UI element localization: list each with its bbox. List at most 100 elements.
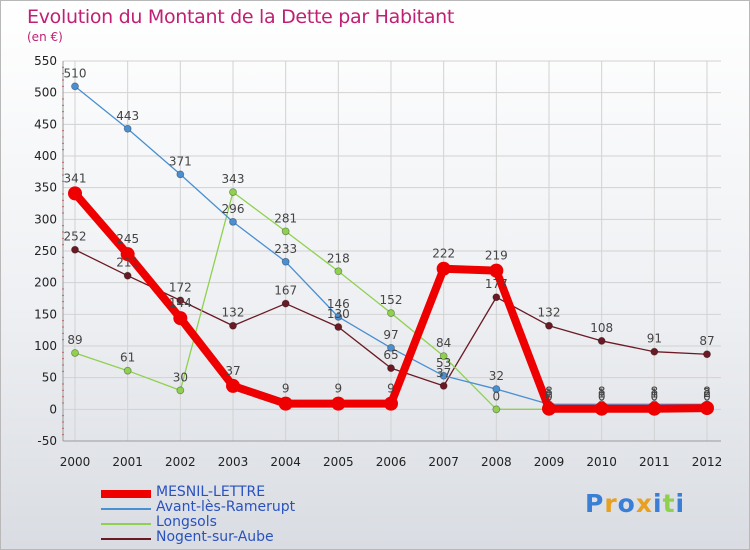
legend-swatch	[101, 538, 151, 540]
legend-swatch	[101, 490, 151, 498]
data-point	[439, 371, 448, 380]
data-point	[229, 188, 237, 197]
data-label: 211	[116, 256, 139, 270]
data-label: 65	[383, 348, 398, 362]
data-label: 222	[432, 247, 455, 261]
data-point	[492, 405, 501, 414]
data-label: 9	[282, 382, 290, 396]
data-label: 443	[116, 109, 139, 123]
data-label: 218	[327, 251, 350, 265]
data-label: 0	[545, 389, 553, 403]
data-point	[542, 401, 556, 416]
data-point	[120, 247, 135, 262]
logo-letter: i	[653, 489, 663, 518]
y-tick-label: 350	[34, 181, 57, 195]
data-point	[439, 381, 448, 390]
data-point	[281, 257, 290, 266]
data-point	[384, 396, 398, 411]
x-tick-label: 2009	[534, 455, 565, 469]
data-label: 1	[651, 387, 659, 401]
data-point	[331, 396, 346, 411]
data-point	[650, 347, 659, 356]
proxiti-logo: Proxiti	[585, 489, 685, 518]
data-point	[229, 217, 237, 226]
data-label: 281	[274, 211, 297, 225]
data-label: 132	[538, 306, 561, 320]
data-label: 8	[545, 384, 553, 398]
legend-item-nogent-sur-aube[interactable]: Nogent-sur-Aube	[101, 529, 361, 546]
legend-label: Avant-lès-Ramerupt	[156, 499, 296, 515]
data-point	[492, 293, 501, 302]
data-label: 37	[225, 364, 240, 378]
data-point	[176, 170, 185, 179]
data-point	[226, 378, 240, 393]
logo-letter: P	[585, 489, 605, 518]
data-point	[436, 261, 451, 276]
data-point	[492, 385, 501, 393]
data-point	[387, 309, 395, 317]
data-label: 8	[651, 384, 659, 398]
x-tick-label: 2012	[692, 455, 723, 469]
y-tick-label: 400	[34, 149, 57, 163]
data-label: 8	[703, 384, 711, 398]
data-label: 53	[436, 356, 451, 370]
data-label: 1	[545, 387, 553, 401]
y-tick-label: 50	[42, 371, 57, 385]
y-tick-label: 200	[34, 276, 57, 290]
data-label: 167	[274, 284, 297, 298]
legend-item-longsols[interactable]: Longsols	[101, 514, 361, 531]
logo-letter: i	[675, 489, 686, 518]
data-label: 172	[169, 280, 192, 294]
legend-label: MESNIL-LETTRE	[156, 484, 266, 500]
data-label: 8	[598, 384, 606, 398]
data-label: 97	[383, 328, 398, 342]
data-point	[439, 352, 448, 361]
y-tick-label: 300	[34, 212, 57, 226]
y-tick-label: -50	[37, 434, 57, 448]
data-point	[123, 366, 132, 375]
data-point	[334, 267, 343, 276]
data-label: 91	[647, 332, 662, 346]
data-label: 296	[222, 202, 245, 216]
data-label: 9	[335, 382, 343, 396]
data-point	[594, 401, 609, 416]
data-label: 0	[651, 389, 659, 403]
data-label: 87	[699, 334, 714, 348]
data-point	[647, 401, 662, 416]
data-point	[71, 245, 79, 254]
data-point	[387, 364, 395, 373]
y-tick-label: 100	[34, 339, 57, 353]
data-label: 146	[327, 297, 350, 311]
logo-letter: r	[604, 489, 618, 518]
data-point	[229, 321, 237, 330]
x-tick-label: 2004	[270, 455, 301, 469]
data-label: 343	[222, 172, 245, 186]
data-label: 0	[493, 389, 501, 403]
series-group	[68, 82, 714, 416]
x-tick-label: 2005	[323, 455, 354, 469]
data-point	[334, 323, 343, 331]
legend-item-mesnil-lettre[interactable]: MESNIL-LETTRE	[101, 484, 361, 501]
data-label: 37	[436, 366, 451, 380]
logo-letter: t	[662, 489, 676, 518]
data-label: 252	[64, 230, 87, 244]
data-label: 341	[64, 171, 87, 185]
x-tick-label: 2002	[165, 455, 196, 469]
data-point	[123, 271, 132, 280]
data-label: 130	[327, 307, 350, 321]
data-label: 144	[169, 296, 192, 310]
legend: MESNIL-LETTRE Avant-lès-Ramerupt Longsol…	[101, 484, 361, 546]
data-label: 0	[598, 389, 606, 403]
data-label: 9	[387, 382, 395, 396]
legend-item-avant-les-ramerupt[interactable]: Avant-lès-Ramerupt	[101, 499, 361, 516]
data-point	[281, 227, 290, 236]
data-point	[489, 263, 504, 278]
data-point	[597, 337, 606, 345]
x-tick-label: 2008	[481, 455, 512, 469]
data-label: 1	[598, 387, 606, 401]
data-label: 2	[703, 386, 711, 400]
data-label: 108	[590, 321, 613, 335]
data-point	[700, 401, 714, 416]
